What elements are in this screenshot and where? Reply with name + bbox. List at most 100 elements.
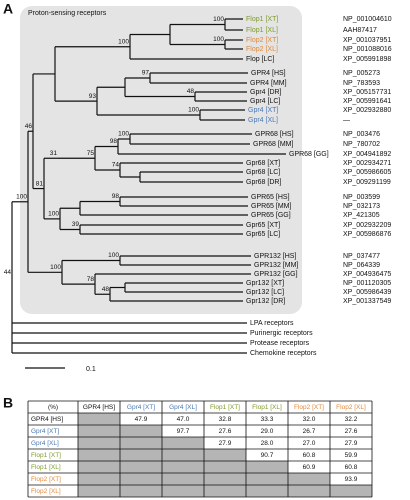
leaf-label: Gpr68 [DR] <box>246 179 281 186</box>
leaf-label: GPR65 [HS] <box>251 194 290 201</box>
row-header: GPR4 [HS] <box>31 416 63 423</box>
outgroup-label: Chemokine receptors <box>250 350 317 357</box>
cell-value: 90.7 <box>261 452 274 459</box>
scale-label: 0.1 <box>86 366 96 373</box>
empty-cell <box>288 473 330 485</box>
cell-value: 32.8 <box>219 416 232 423</box>
accession: XP_005986876 <box>343 231 391 238</box>
empty-cell <box>78 473 120 485</box>
row-header: Flop1 [XT] <box>31 452 61 459</box>
support-value: 39 <box>72 221 80 228</box>
cell-value: 93.9 <box>345 476 358 483</box>
support-value: 44 <box>4 269 12 276</box>
cell-value: 60.8 <box>303 452 316 459</box>
row-header: Flop2 [XT] <box>31 476 61 483</box>
empty-cell <box>204 473 246 485</box>
group-title: Proton-sensing receptors <box>28 10 107 17</box>
empty-cell <box>78 485 120 497</box>
leaf-label: GPR132 [GG] <box>254 271 298 278</box>
accession: XP_002934271 <box>343 160 391 167</box>
row-header: Gpr4 [XL] <box>31 440 59 447</box>
leaf-label: Gpr4 [DR] <box>250 89 282 96</box>
empty-cell <box>78 425 120 437</box>
column-header: Flop1 [XL] <box>252 404 282 411</box>
support-value: 74 <box>112 162 120 169</box>
column-header: Flop2 [XL] <box>336 404 366 411</box>
empty-cell <box>120 449 162 461</box>
support-value: 100 <box>48 211 59 218</box>
cell-value: 47.0 <box>177 416 190 423</box>
empty-cell <box>78 461 120 473</box>
accession: NP_001120305 <box>343 280 391 287</box>
tree: Flop1 [XT] NP_001004610 Flop1 [XL] AAH87417… <box>4 16 392 357</box>
empty-cell <box>120 425 162 437</box>
column-header: Gpr4 [XL] <box>169 404 197 411</box>
outgroup-label: Protease receptors <box>250 340 310 347</box>
leaf-label: Flop1 [XL] <box>246 27 278 34</box>
row-header: Flop2 [XL] <box>31 488 61 495</box>
support-value: 48 <box>187 88 195 95</box>
panel-label: A <box>3 1 13 17</box>
cell-value: 26.7 <box>303 428 316 435</box>
leaf-label: Gpr65 [XT] <box>246 222 280 229</box>
accession: XP_004941892 <box>343 151 391 158</box>
accession: NP_032173 <box>343 203 380 210</box>
empty-cell <box>120 461 162 473</box>
cell-value: 27.6 <box>219 428 232 435</box>
support-value: 100 <box>118 131 129 138</box>
accession: XP_005986439 <box>343 289 391 296</box>
accession: XP_005986605 <box>343 169 391 176</box>
leaf-label: Gpr68 [XT] <box>246 160 280 167</box>
leaf-label: Gpr65 [LC] <box>246 231 280 238</box>
leaf-label: GPR65 [MM] <box>251 203 292 210</box>
cell-value: 32.0 <box>303 416 316 423</box>
accession: XP_002932880 <box>343 107 391 114</box>
empty-cell <box>162 461 204 473</box>
empty-cell <box>120 485 162 497</box>
accession: NP_005273 <box>343 70 380 77</box>
accession: NP_783593 <box>343 80 380 87</box>
empty-cell <box>246 473 288 485</box>
cell-value: 27.9 <box>345 440 358 447</box>
cell-value: 27.9 <box>219 440 232 447</box>
empty-cell <box>204 485 246 497</box>
empty-cell <box>288 485 330 497</box>
support-value: 100 <box>108 252 119 259</box>
leaf-label: Gpr68 [LC] <box>246 169 280 176</box>
accession: XP_009291199 <box>343 179 391 186</box>
cell-value: 59.9 <box>345 452 358 459</box>
accession: NP_003476 <box>343 131 380 138</box>
support-value: 75 <box>87 150 95 157</box>
empty-cell <box>246 485 288 497</box>
leaf-label: Gpr4 [XT] <box>248 107 278 114</box>
empty-cell <box>78 449 120 461</box>
identity-table: (%) GPR4 [HS] Gpr4 [XT] Gpr4 [XL] Flop1 [XT]… <box>27 400 373 498</box>
support-value: 46 <box>25 123 33 130</box>
support-value: 100 <box>118 38 129 45</box>
support-value: 81 <box>36 180 44 187</box>
support-value: 100 <box>213 16 224 23</box>
accession: AAH87417 <box>343 27 377 34</box>
empty-cell <box>162 485 204 497</box>
empty-cell <box>204 449 246 461</box>
accession: NP_001088016 <box>343 46 392 53</box>
support-value: 31 <box>50 150 58 157</box>
column-header: Flop1 [XT] <box>210 404 240 411</box>
support-value: 100 <box>213 36 224 43</box>
leaf-label: Gpr132 [DR] <box>246 298 285 305</box>
cell-value: 60.8 <box>345 464 358 471</box>
leaf-label: GPR4 [HS] <box>251 70 286 77</box>
row-header: Gpr4 [XT] <box>31 428 59 435</box>
cell-value: 32.2 <box>345 416 358 423</box>
leaf-label: GPR132 [HS] <box>254 253 296 260</box>
support-value: 100 <box>188 107 199 114</box>
accession: NP_003599 <box>343 194 380 201</box>
accession: NP_780702 <box>343 141 380 148</box>
leaf-label: GPR65 [GG] <box>251 212 291 219</box>
empty-cell <box>330 485 372 497</box>
leaf-label: Gpr4 [LC] <box>250 98 280 105</box>
empty-cell <box>204 461 246 473</box>
leaf-label: Flop2 [XL] <box>246 46 278 53</box>
accession: NP_064339 <box>343 262 380 269</box>
